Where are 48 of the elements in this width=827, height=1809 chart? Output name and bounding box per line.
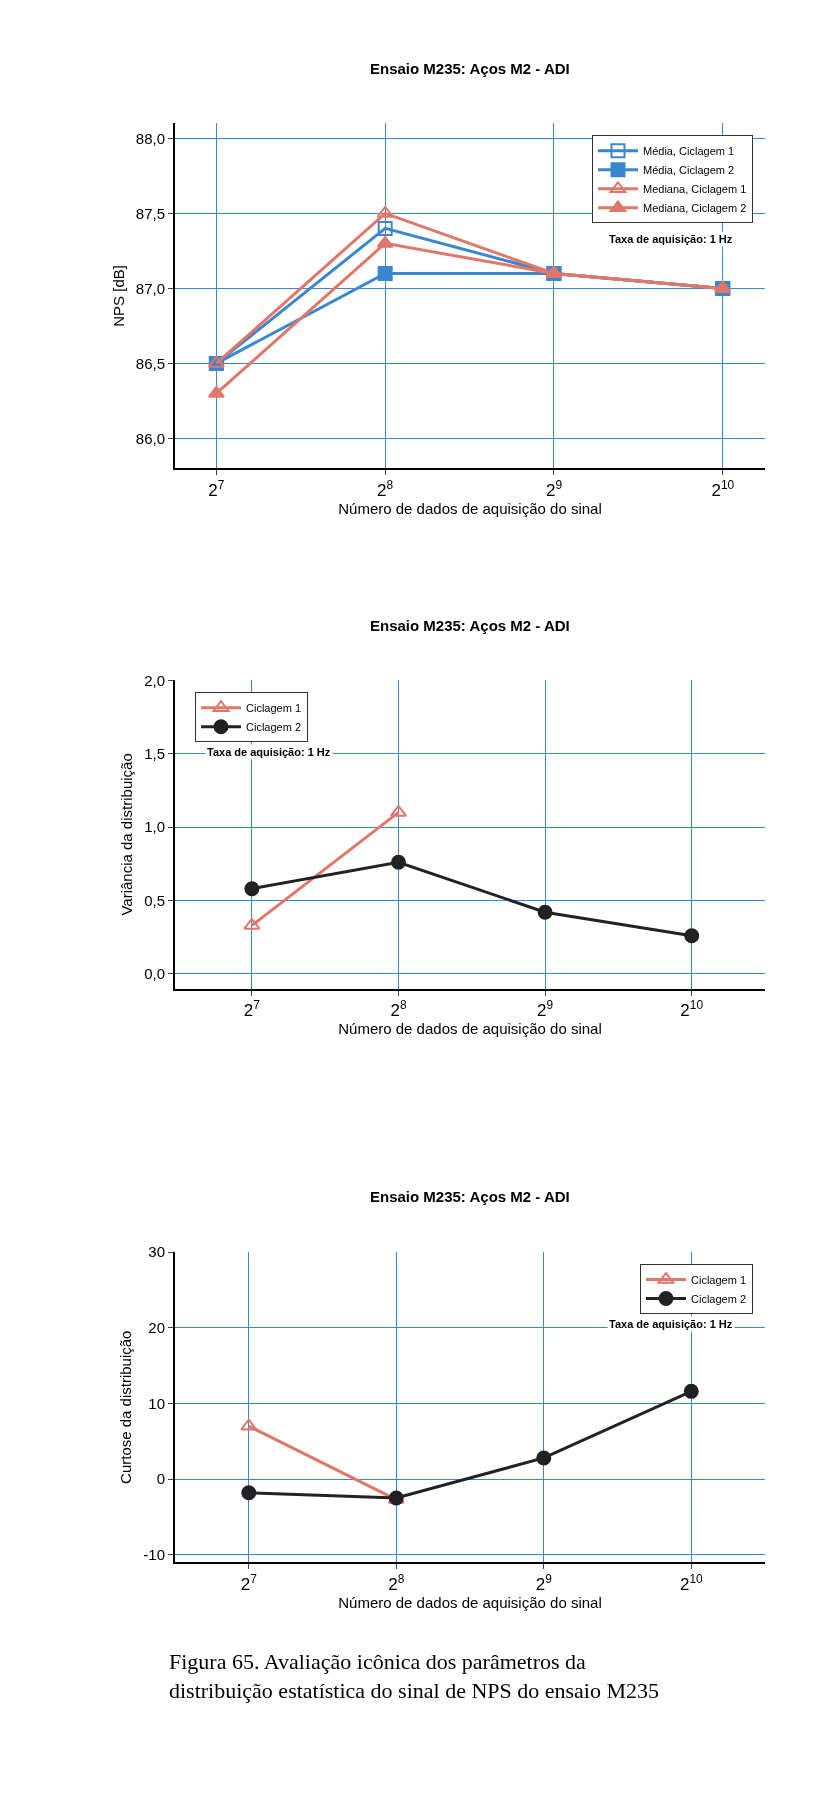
y-axis-title: Curtose da distribuição — [117, 1330, 135, 1484]
x-tick-label: 2$^{10}$ — [711, 477, 735, 500]
x-tick-label: 2$^{7}$ — [208, 477, 225, 500]
text: Figura 65. Avaliação icônica dos parâmetros da distribuição estatística do sinal de NPS do ensaio M235 — [169, 1649, 660, 1703]
y-tick-label: 0,5 — [144, 891, 165, 909]
x-tick-label: 2$^{8}$ — [390, 997, 407, 1020]
x-tick-label: 2$^{10}$ — [679, 1571, 703, 1594]
legend-label: Ciclagem 2 — [691, 1292, 747, 1305]
y-tick-label: 87,0 — [135, 279, 165, 297]
y-tick-label: 87,5 — [135, 204, 165, 222]
x-tick-label: 2$^{7}$ — [243, 997, 261, 1020]
legend-label: Mediana, Ciclagem 2 — [643, 202, 747, 215]
y-tick-label: 0,0 — [144, 965, 165, 983]
chart-title: Ensaio M235: Aços M2 - ADI — [370, 617, 570, 634]
x-tick-label: 2$^{9}$ — [535, 1571, 553, 1594]
x-axis-title: Número de dados de aquisição do sinal — [338, 499, 602, 517]
legend-label: Ciclagem 2 — [246, 720, 302, 733]
x-tick-label: 2$^{8}$ — [388, 1571, 405, 1594]
x-axis-title: Número de dados de aquisição do sinal — [338, 1593, 602, 1611]
y-tick-label: 2,0 — [144, 671, 165, 689]
legend-label: Ciclagem 1 — [691, 1273, 747, 1286]
legend-label: Média, Ciclagem 1 — [643, 145, 735, 158]
x-tick-label: 2$^{9}$ — [537, 997, 554, 1020]
legend-label: Mediana, Ciclagem 1 — [643, 183, 747, 196]
y-tick-label: 86,0 — [135, 429, 165, 447]
annotation: Taxa de aquisição: 1 Hz — [609, 1318, 733, 1330]
y-tick-label: 1,5 — [144, 744, 165, 762]
x-tick-label: 2$^{8}$ — [377, 477, 394, 500]
y-tick-label: 20 — [148, 1319, 165, 1337]
x-axis-title: Número de dados de aquisição do sinal — [338, 1019, 602, 1037]
y-tick-label: 86,5 — [135, 354, 165, 372]
annotation: Taxa de aquisição: 1 Hz — [207, 746, 331, 758]
x-tick-label: 2$^{7}$ — [240, 1571, 258, 1594]
legend-label: Média, Ciclagem 2 — [643, 164, 735, 177]
y-axis-title: Variância da distribuição — [117, 753, 135, 916]
y-tick-label: 30 — [148, 1243, 165, 1261]
y-tick-label: 0 — [156, 1470, 165, 1488]
y-tick-label: 88,0 — [135, 129, 165, 147]
chart-title: Ensaio M235: Aços M2 - ADI — [370, 1188, 570, 1205]
y-tick-label: 10 — [148, 1394, 165, 1412]
y-tick-label: 1,0 — [144, 818, 165, 836]
annotation: Taxa de aquisição: 1 Hz — [609, 233, 733, 245]
x-tick-label: 2$^{9}$ — [545, 477, 563, 500]
legend-label: Ciclagem 1 — [246, 701, 302, 714]
chart-title: Ensaio M235: Aços M2 - ADI — [370, 60, 570, 77]
y-tick-label: -10 — [143, 1546, 165, 1564]
x-tick-label: 2$^{10}$ — [680, 997, 704, 1020]
y-axis-title: NPS [dB] — [109, 265, 127, 327]
